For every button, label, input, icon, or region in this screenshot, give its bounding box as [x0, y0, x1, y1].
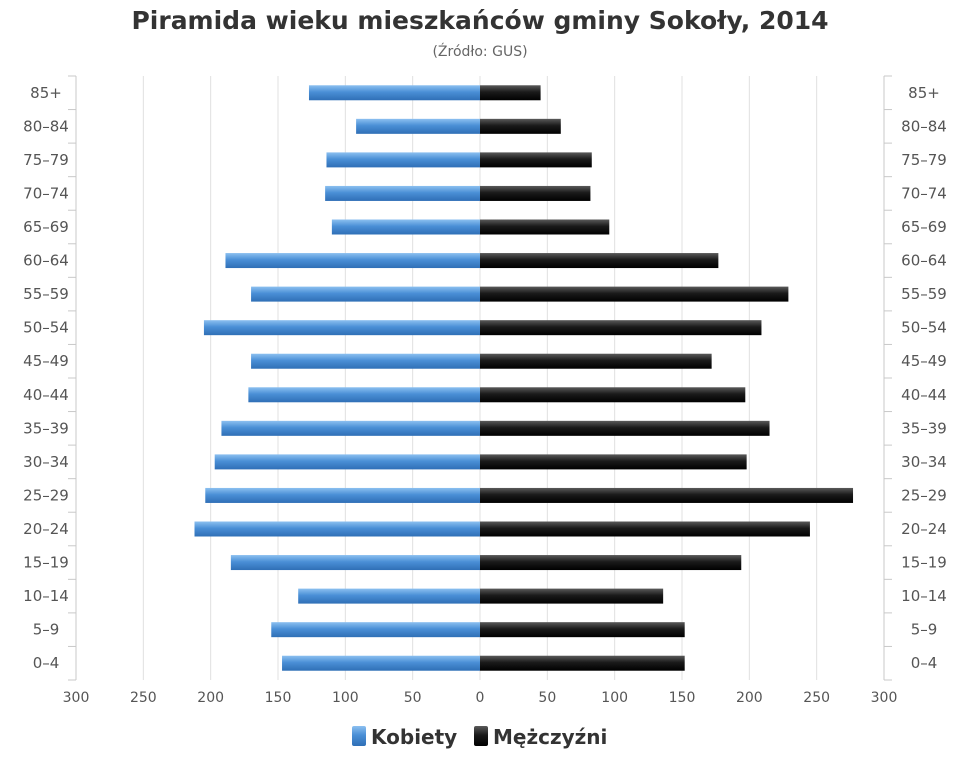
category-label-left: 30–34 [23, 453, 69, 471]
x-tick-label: 300 [871, 690, 898, 706]
category-label-left: 35–39 [23, 419, 69, 437]
x-tick-label: 300 [63, 690, 90, 706]
bar-men-15 [480, 588, 664, 604]
category-label-left: 5–9 [33, 621, 60, 639]
category-label-right: 75–79 [901, 151, 947, 169]
chart-title: Piramida wieku mieszkańców gminy Sokoły,… [131, 6, 829, 35]
bar-women-5 [225, 253, 480, 269]
x-tick-label: 250 [803, 690, 830, 706]
category-label-left: 60–64 [23, 252, 69, 270]
category-label-right: 45–49 [901, 352, 947, 370]
category-label-right: 80–84 [901, 117, 947, 135]
x-tick-label: 200 [736, 690, 763, 706]
bar-women-3 [325, 185, 480, 201]
bar-men-14 [480, 555, 742, 571]
category-label-left: 50–54 [23, 319, 69, 337]
category-label-right: 65–69 [901, 218, 947, 236]
bar-women-15 [298, 588, 480, 604]
category-label-right: 0–4 [911, 654, 938, 672]
bar-men-6 [480, 286, 789, 302]
category-label-left: 15–19 [23, 554, 69, 572]
bar-women-0 [308, 85, 480, 101]
category-label-right: 5–9 [911, 621, 938, 639]
x-tick-label: 250 [130, 690, 157, 706]
x-tick-label: 150 [265, 690, 292, 706]
category-label-right: 60–64 [901, 252, 947, 270]
category-label-right: 20–24 [901, 520, 947, 538]
bar-men-4 [480, 219, 610, 235]
bar-women-12 [205, 487, 480, 503]
bar-men-1 [480, 118, 561, 134]
bar-men-13 [480, 521, 810, 537]
bar-men-0 [480, 85, 541, 101]
bar-men-2 [480, 152, 592, 168]
category-label-right: 85+ [908, 84, 940, 102]
bar-women-9 [248, 387, 480, 403]
bar-women-4 [331, 219, 480, 235]
x-tick-label: 50 [538, 690, 556, 706]
x-tick-label: 150 [669, 690, 696, 706]
bar-women-17 [282, 655, 480, 671]
category-label-left: 70–74 [23, 184, 69, 202]
bar-men-8 [480, 353, 712, 369]
category-label-left: 75–79 [23, 151, 69, 169]
bar-women-10 [221, 420, 480, 436]
bar-men-9 [480, 387, 746, 403]
category-label-right: 30–34 [901, 453, 947, 471]
legend-swatch-men [474, 726, 488, 746]
category-label-left: 25–29 [23, 486, 69, 504]
x-tick-label: 100 [332, 690, 359, 706]
x-tick-label: 100 [601, 690, 628, 706]
category-label-right: 50–54 [901, 319, 947, 337]
category-label-left: 45–49 [23, 352, 69, 370]
x-tick-label: 0 [476, 690, 485, 706]
bar-women-6 [251, 286, 480, 302]
category-label-left: 0–4 [33, 654, 60, 672]
x-tick-label: 50 [404, 690, 422, 706]
category-label-right: 15–19 [901, 554, 947, 572]
bar-women-7 [203, 320, 480, 336]
category-label-right: 70–74 [901, 184, 947, 202]
category-label-left: 85+ [30, 84, 62, 102]
legend-label-women: Kobiety [371, 725, 457, 749]
category-label-left: 20–24 [23, 520, 69, 538]
bar-women-8 [251, 353, 480, 369]
category-label-left: 40–44 [23, 386, 69, 404]
bar-men-12 [480, 487, 854, 503]
category-label-right: 10–14 [901, 587, 947, 605]
bar-men-17 [480, 655, 685, 671]
x-tick-label: 200 [197, 690, 224, 706]
category-label-right: 35–39 [901, 419, 947, 437]
category-label-left: 55–59 [23, 285, 69, 303]
bar-men-7 [480, 320, 762, 336]
bar-men-11 [480, 454, 747, 470]
category-label-right: 25–29 [901, 486, 947, 504]
category-label-left: 10–14 [23, 587, 69, 605]
bar-women-14 [230, 555, 480, 571]
bar-men-3 [480, 185, 591, 201]
category-label-left: 80–84 [23, 117, 69, 135]
category-label-right: 55–59 [901, 285, 947, 303]
bar-men-5 [480, 253, 719, 269]
bar-women-2 [326, 152, 480, 168]
chart-subtitle: (Źródło: GUS) [432, 44, 528, 60]
bar-women-11 [214, 454, 480, 470]
category-label-left: 65–69 [23, 218, 69, 236]
category-label-right: 40–44 [901, 386, 947, 404]
legend-label-men: Mężczyźni [493, 725, 607, 749]
legend-swatch-women [352, 726, 366, 746]
bar-men-10 [480, 420, 770, 436]
bar-women-16 [271, 622, 480, 638]
bar-women-1 [356, 118, 480, 134]
bar-women-13 [194, 521, 481, 537]
bar-men-16 [480, 622, 685, 638]
